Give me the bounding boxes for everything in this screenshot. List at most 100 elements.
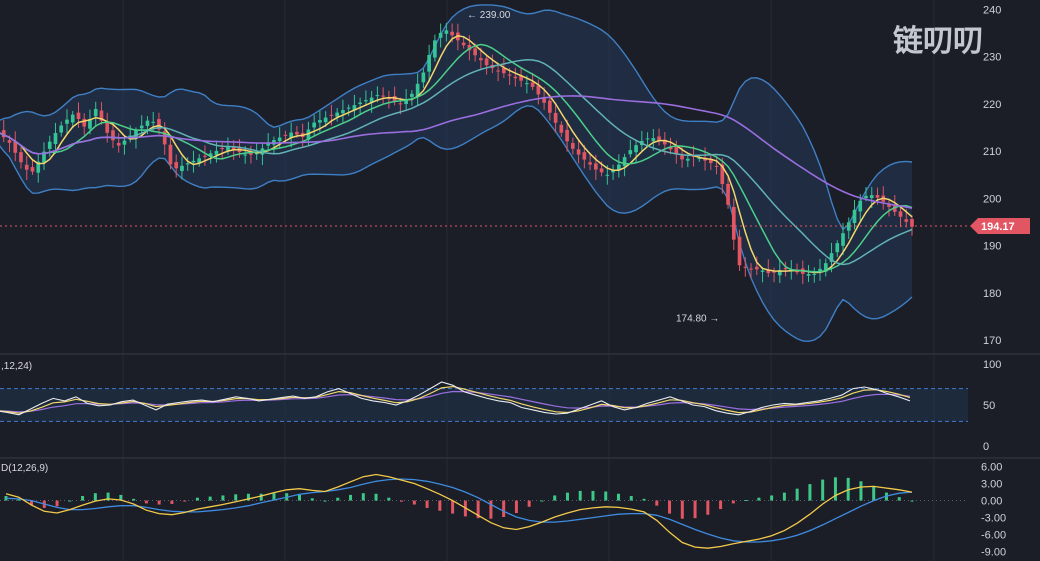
candle-body: [737, 236, 742, 266]
candle-body: [898, 211, 903, 217]
macd-tick-label: -9.00: [981, 547, 1006, 559]
candle-body: [559, 124, 564, 133]
macd-histogram-bar: [93, 493, 97, 501]
candle-body: [88, 119, 92, 129]
candle-body: [185, 163, 190, 165]
candle-body: [438, 32, 443, 38]
candle-body: [812, 273, 817, 275]
macd-line: [5, 473, 913, 549]
candle-body: [841, 233, 845, 246]
candle-body: [421, 72, 426, 83]
candle-body: [93, 109, 98, 117]
candle-body: [36, 161, 41, 173]
candle-body: [346, 107, 351, 109]
candle-body: [122, 140, 127, 145]
candle-body: [151, 121, 156, 123]
candle-body: [576, 149, 581, 155]
bollinger-upper-line: [0, 4, 913, 231]
macd-histogram-bar: [183, 500, 187, 502]
candle-body: [910, 219, 914, 227]
rsi-tick-label: 0: [983, 441, 989, 453]
moving-average-line: [0, 43, 913, 273]
candle-body: [208, 153, 213, 157]
candle-body: [651, 138, 656, 142]
candle-body: [823, 263, 828, 272]
candle-body: [634, 145, 638, 153]
candle-body: [525, 83, 529, 85]
watermark-logo: 链叨叨: [893, 24, 983, 59]
candle-body: [467, 44, 472, 51]
candle-body: [519, 75, 523, 81]
candle-body: [605, 174, 610, 176]
moving-average-line: [0, 95, 913, 209]
macd-histogram-bar: [808, 484, 812, 501]
candle-body: [203, 155, 207, 157]
candle-body: [542, 97, 546, 103]
candle-body: [42, 151, 46, 163]
macd-histogram-bar: [425, 500, 429, 508]
candle-body: [668, 146, 673, 150]
candle-body: [59, 125, 64, 133]
macd-histogram-bar: [170, 500, 174, 504]
macd-histogram-bar: [795, 488, 799, 501]
macd-tick-label: -3.00: [981, 513, 1006, 525]
candle-body: [588, 162, 592, 165]
macd-histogram-bar: [693, 500, 697, 519]
candle-body: [13, 141, 18, 153]
candle-body: [473, 48, 477, 56]
candle-body: [599, 168, 604, 173]
macd-histogram-bar: [642, 498, 646, 501]
macd-histogram-bar: [489, 500, 493, 519]
candle-body: [571, 143, 575, 149]
candle-body: [226, 147, 230, 151]
macd-histogram-bar: [719, 500, 723, 510]
candle-body: [513, 76, 518, 79]
macd-histogram-bar: [744, 499, 748, 501]
candle-body: [312, 122, 317, 128]
macd-tick-label: 3.00: [981, 479, 1002, 491]
axes: 240 230 220 210 200 190 180 170 100 50 0 6.00 3.00 0.…: [981, 4, 1006, 558]
candle-body: [783, 267, 788, 270]
macd-histogram-bar: [859, 481, 863, 501]
candle-body: [743, 266, 748, 268]
candle-body: [352, 105, 357, 111]
candle-body: [846, 222, 851, 231]
macd-histogram-bar: [782, 492, 786, 501]
candle-body: [139, 125, 144, 129]
high-price-annotation: ← 239.00: [467, 10, 511, 21]
rsi-pane: ,12,24): [0, 361, 968, 422]
candle-body: [323, 117, 328, 123]
candle-body: [277, 137, 282, 142]
macd-histogram-bar: [297, 494, 301, 501]
candle-body: [536, 85, 541, 95]
candle-body: [502, 67, 506, 74]
price-tick-label: 240: [983, 4, 1001, 16]
candle-body: [70, 114, 75, 123]
candle-body: [887, 204, 891, 207]
macd-histogram-bar: [540, 500, 544, 502]
macd-histogram-bar: [323, 500, 327, 502]
candle-body: [220, 148, 225, 150]
rsi-line-fast: [0, 381, 911, 416]
candle-body: [145, 120, 150, 126]
macd-histogram-bar: [872, 486, 876, 501]
macd-histogram-bar: [731, 500, 735, 504]
macd-histogram-bar: [30, 500, 34, 506]
macd-histogram-bar: [374, 493, 378, 501]
candle-body: [795, 271, 799, 273]
candle-body: [329, 114, 334, 116]
macd-histogram-bar: [119, 494, 123, 501]
candle-body: [19, 152, 23, 163]
macd-histogram-bar: [604, 491, 608, 501]
candle-body: [76, 112, 81, 120]
price-tick-label: 170: [983, 335, 1001, 347]
macd-histogram-bar: [438, 500, 442, 511]
candle-body: [392, 96, 397, 102]
candle-body: [214, 150, 219, 155]
candle-body: [105, 121, 110, 133]
candle-body: [180, 165, 184, 172]
candle-body: [249, 152, 253, 155]
moving-average-line: [0, 59, 913, 266]
price-tick-label: 180: [983, 288, 1001, 300]
